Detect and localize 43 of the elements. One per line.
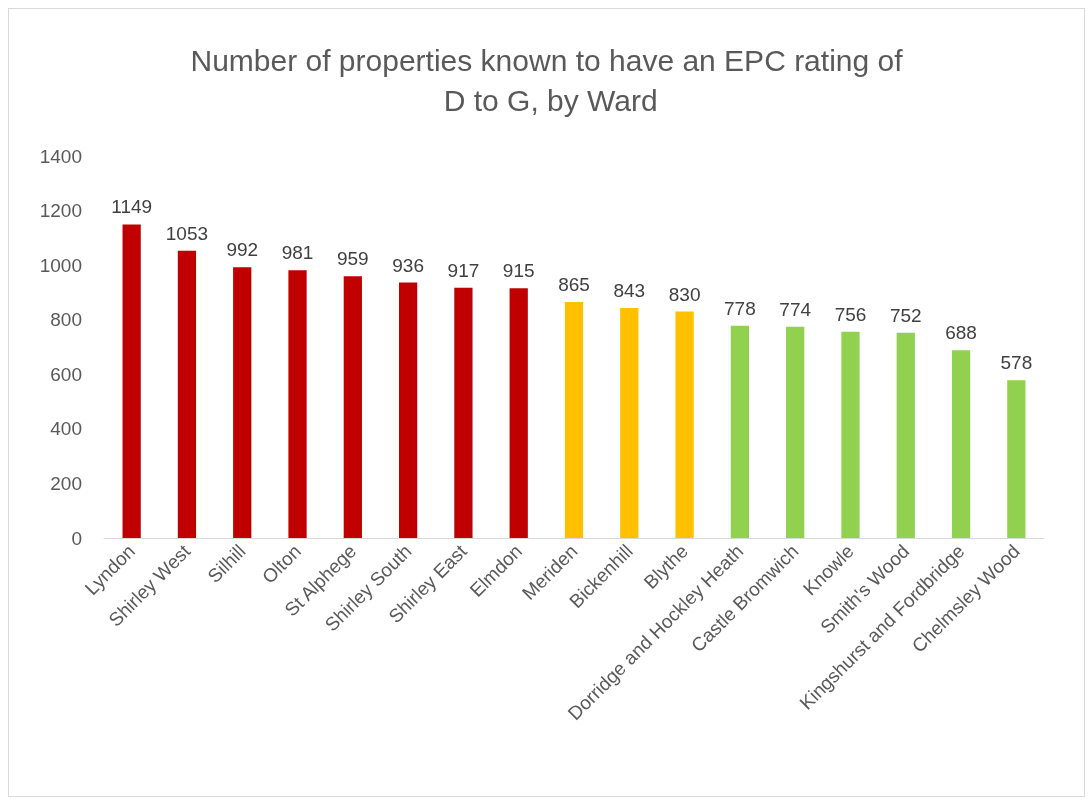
data-label: 774 <box>779 298 812 320</box>
bar <box>509 288 528 538</box>
bar <box>1007 380 1026 538</box>
y-tick-label: 1400 <box>39 145 82 167</box>
data-label: 865 <box>558 273 590 295</box>
bar <box>896 332 915 538</box>
bar <box>177 250 197 538</box>
y-tick-label: 1000 <box>39 254 82 276</box>
bar <box>233 267 252 538</box>
bar <box>122 224 141 538</box>
data-label: 917 <box>447 259 480 281</box>
data-label: 756 <box>834 303 867 325</box>
y-tick-label: 800 <box>50 309 82 331</box>
data-label: 981 <box>281 242 314 264</box>
data-label: 1149 <box>111 196 153 218</box>
data-label: 752 <box>889 304 922 326</box>
bar <box>786 326 805 538</box>
bar <box>288 270 307 538</box>
y-tick-label: 200 <box>50 472 82 494</box>
data-label: 936 <box>392 254 424 276</box>
bar <box>951 350 971 538</box>
data-label: 688 <box>945 322 977 344</box>
data-label: 915 <box>502 260 535 282</box>
bar <box>564 301 584 538</box>
y-tick-label: 1200 <box>39 200 82 222</box>
chart-title: Number of properties known to have an EPC rating of D to G, by Ward <box>190 43 904 117</box>
data-label: 830 <box>668 283 701 305</box>
data-label: 578 <box>1000 352 1033 374</box>
y-tick-label: 400 <box>50 418 82 440</box>
y-tick-label: 600 <box>50 363 82 385</box>
data-label: 992 <box>226 239 259 261</box>
data-label: 1053 <box>165 222 209 244</box>
data-label: 959 <box>336 248 369 270</box>
bar <box>343 276 362 538</box>
bar <box>675 311 694 538</box>
bar <box>454 287 473 538</box>
bar <box>620 307 639 538</box>
y-tick-label: 0 <box>71 527 82 549</box>
bar <box>398 282 418 538</box>
data-label: 843 <box>613 279 646 301</box>
bar <box>841 331 860 538</box>
data-label: 778 <box>724 297 756 319</box>
bar <box>730 325 750 538</box>
